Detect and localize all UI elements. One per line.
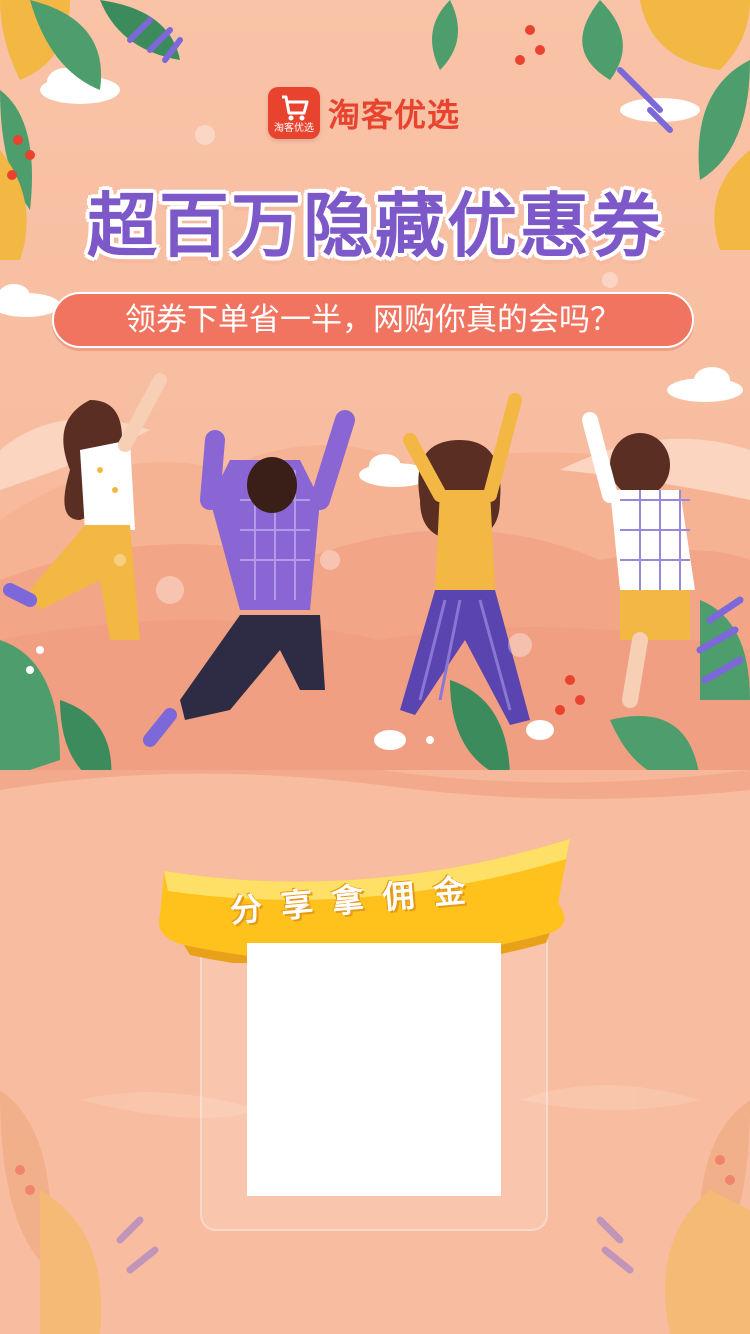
person-yellow-top	[374, 393, 554, 750]
mountain-front	[0, 620, 750, 800]
headline: 超百万隐藏优惠券	[87, 185, 663, 267]
bubbles	[114, 125, 618, 657]
brand-logo: 淘客优选 淘客优选	[268, 86, 460, 140]
brand-name: 淘客优选	[328, 96, 461, 134]
person-left	[3, 373, 167, 640]
brand-badge-icon: 淘客优选	[268, 87, 320, 139]
hero-scene-svg	[0, 0, 750, 800]
hero-illustration	[0, 0, 750, 800]
subheadline-pill: 领券下单省一半，网购你真的会吗？	[52, 292, 694, 348]
wave-separator	[0, 770, 750, 799]
shopping-cart-icon	[282, 95, 309, 121]
person-purple-shirt	[143, 410, 355, 747]
person-right	[582, 412, 695, 708]
foliage-bottom	[0, 596, 750, 790]
brand-badge-text: 淘客优选	[274, 123, 314, 134]
qr-code-area[interactable]	[247, 943, 501, 1196]
leaves-top-right	[432, 0, 750, 250]
faded-foliage	[0, 1085, 750, 1334]
leaves-top-left	[0, 0, 183, 260]
clouds	[0, 68, 743, 487]
